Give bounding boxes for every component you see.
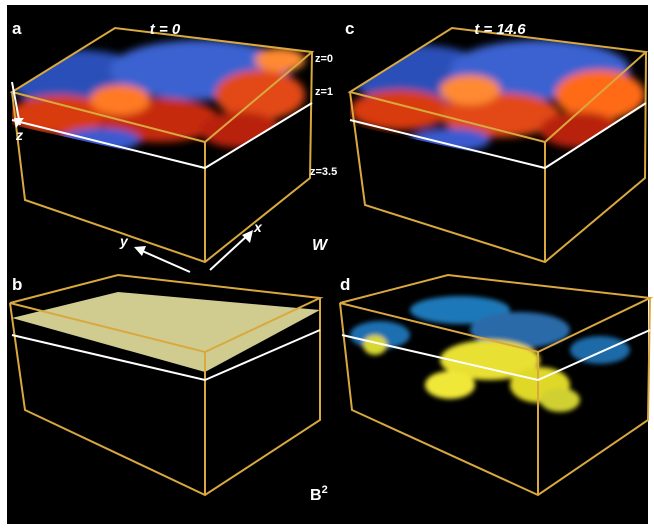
page: {"panels": [ {"letter": "a", "time": "t … [0,0,654,529]
figure: a t = 0 c t = 14.6 b d z=0 z=1 z=3.5 z y… [0,0,654,529]
panel-letter: c [345,19,354,38]
panel-letter: a [12,19,22,38]
quantity-superscript: 2 [322,484,328,496]
depth-label: z=3.5 [310,166,337,178]
quantity-label: W [312,237,329,254]
time-label: t = 14.6 [474,21,526,38]
depth-label: z=0 [315,53,333,65]
axis-label: y [119,233,129,249]
quantity-base: B [310,487,322,504]
depth-label: z=1 [315,86,333,98]
panel-letter: b [12,275,22,294]
time-label: t = 0 [150,21,181,38]
panel-letter: d [340,275,350,294]
axis-label: x [253,219,263,235]
axis-label: z [15,127,23,143]
